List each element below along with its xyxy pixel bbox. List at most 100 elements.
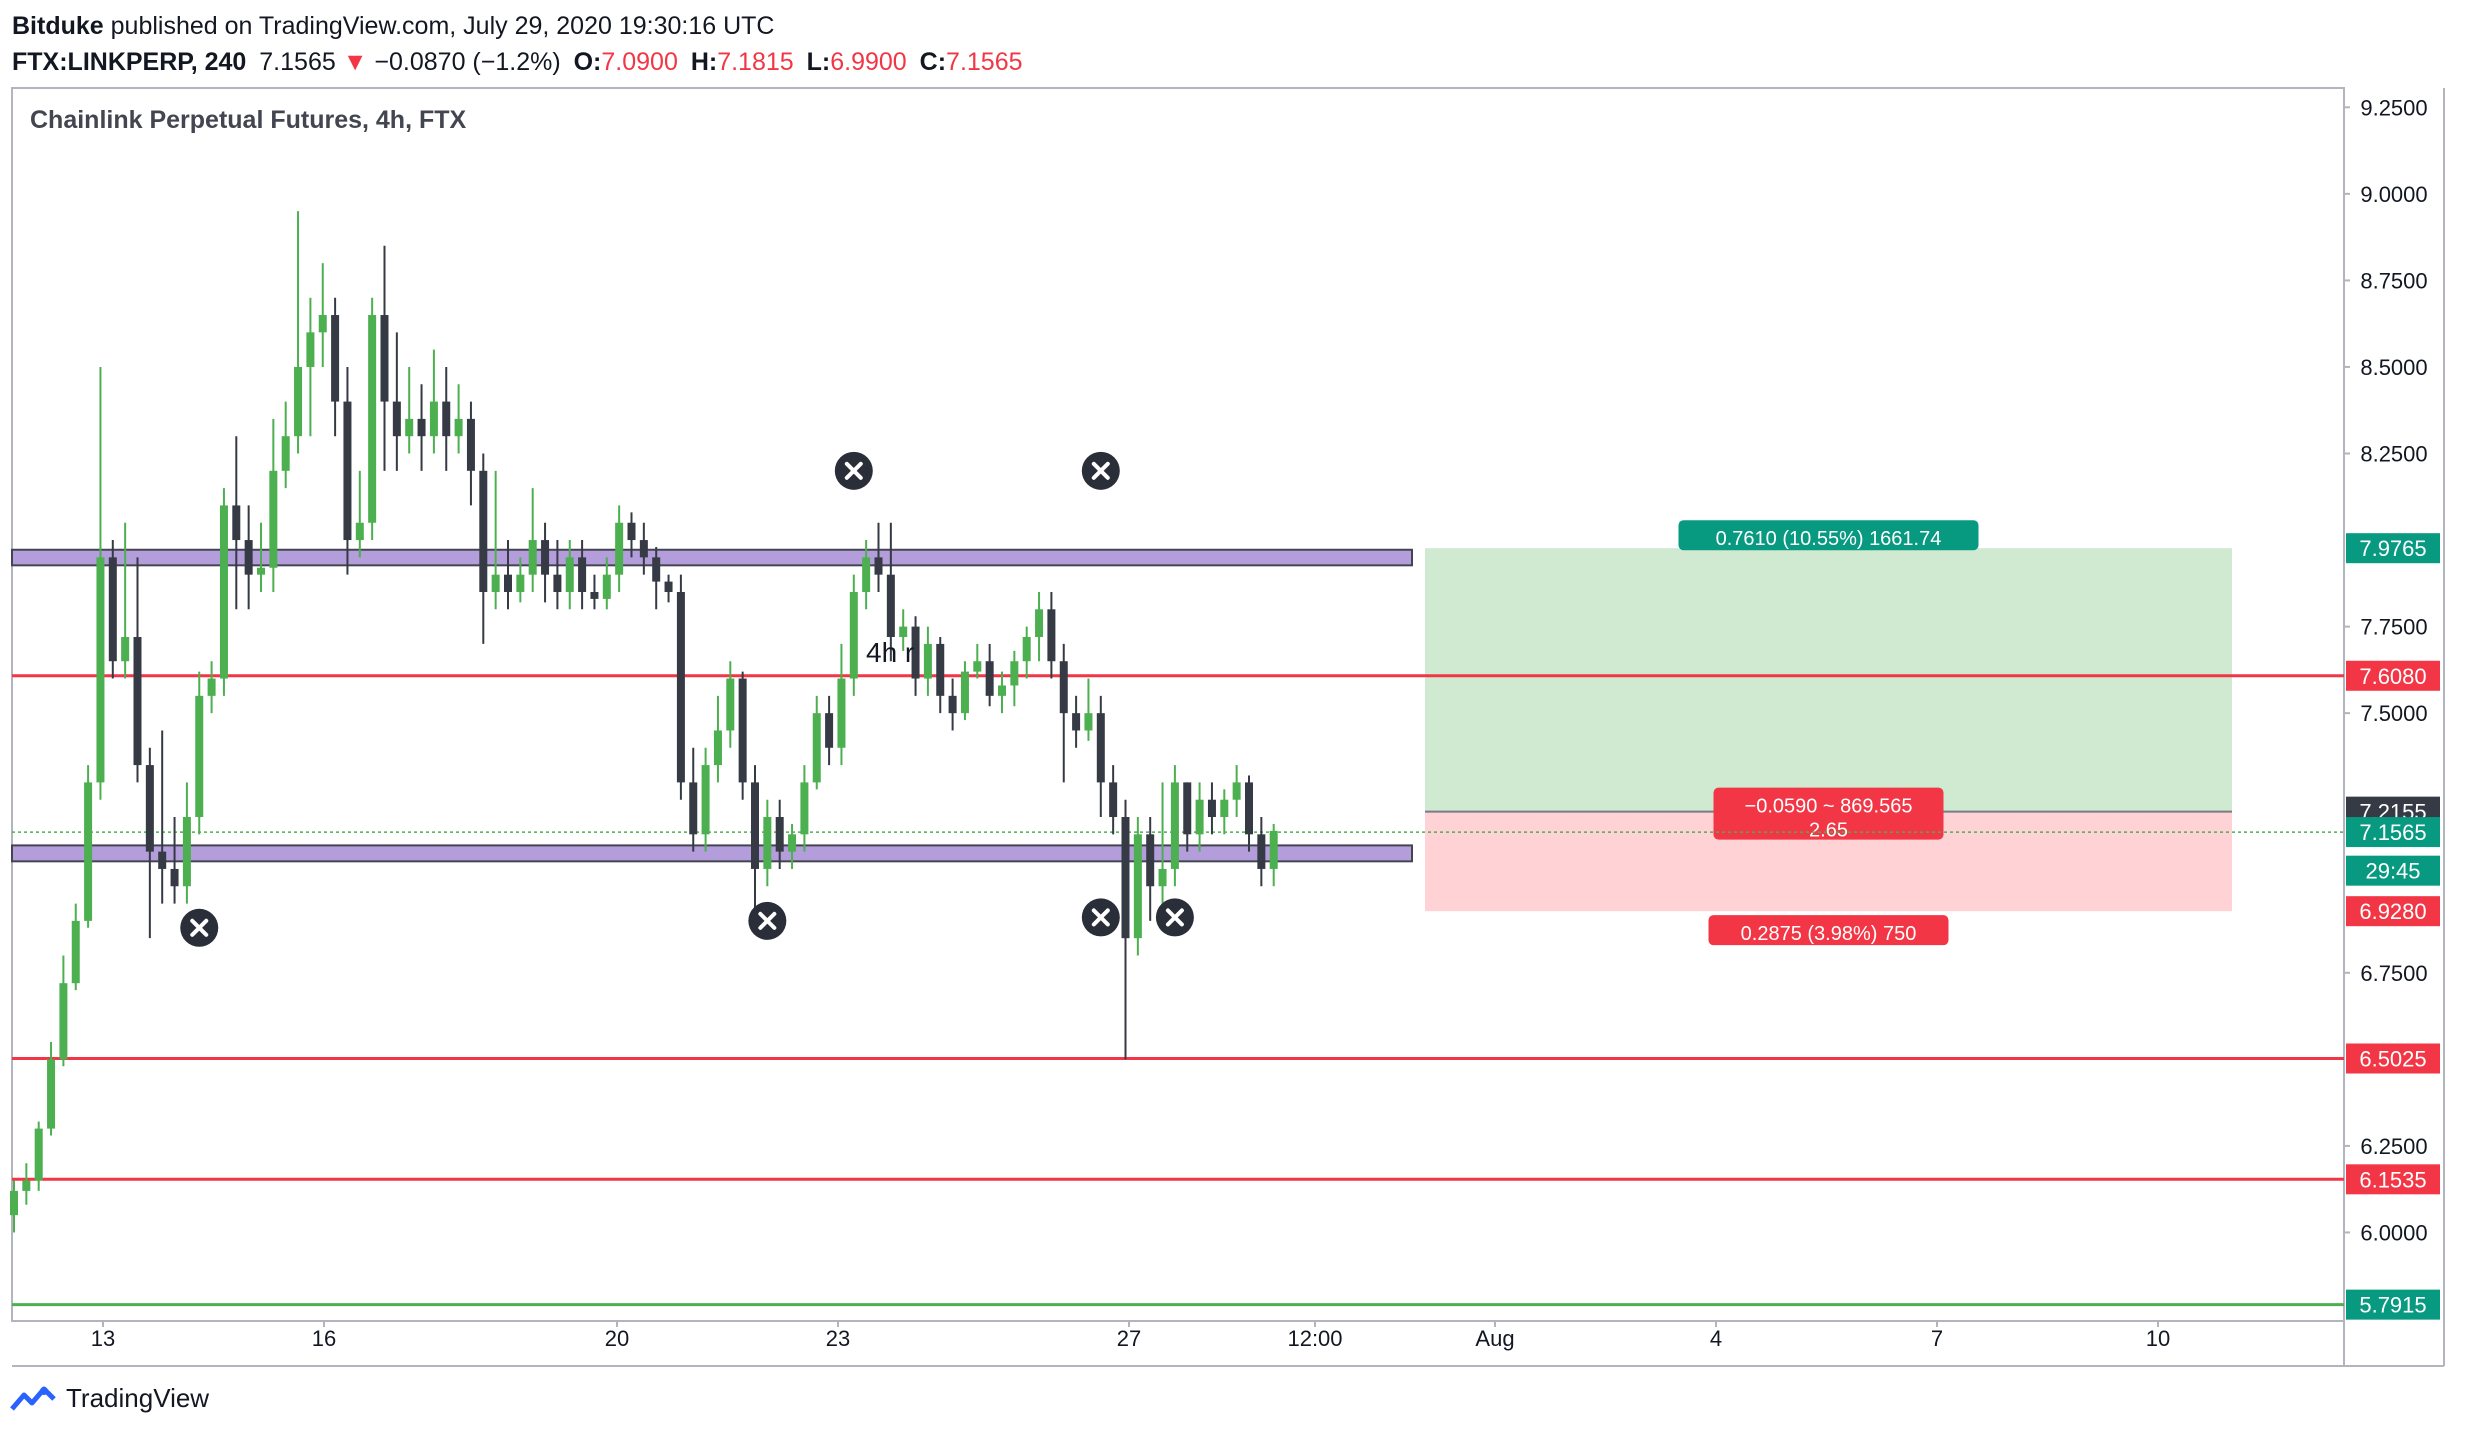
candle: [1096, 695, 1105, 818]
candle-body: [1133, 834, 1142, 939]
target-label-text: 0.7610 (10.55%) 1661.74: [1716, 528, 1942, 550]
candle-body: [689, 782, 698, 835]
price-label: 7.6080: [2346, 660, 2440, 691]
time-axis[interactable]: 13 16 20 23 27 12:00 Aug 4 7 10: [91, 1321, 2170, 1351]
candle-body: [207, 678, 216, 696]
candle-body: [602, 574, 611, 599]
candle: [1195, 782, 1204, 852]
candle-body: [713, 730, 722, 766]
candle: [639, 522, 648, 575]
down-arrow-icon: ▼: [342, 48, 368, 76]
candle-body: [936, 643, 945, 696]
candle: [713, 695, 722, 783]
y-tick-label: 8.2500: [2360, 442, 2427, 467]
candle-body: [355, 522, 364, 541]
x-marker-icon: [1081, 898, 1120, 937]
candle-body: [417, 418, 426, 437]
high-label: H:: [690, 48, 718, 76]
candle: [1232, 765, 1241, 818]
long-position-tool[interactable]: 0.7610 (10.55%) 1661.74 −0.0590 ~ 869.565…: [1425, 520, 2232, 946]
candle-body: [985, 661, 994, 696]
x-marker-icon: [1155, 898, 1194, 937]
candle-body: [1245, 782, 1253, 835]
candle: [701, 747, 710, 852]
candle: [47, 1042, 56, 1136]
candle-body: [269, 470, 278, 568]
candle: [751, 765, 759, 921]
candle-body: [454, 418, 463, 437]
price-label: 7.1565: [2346, 817, 2440, 848]
candle: [1207, 782, 1216, 835]
y-tick-label: 6.2500: [2360, 1134, 2427, 1159]
author-name[interactable]: Bitduke: [12, 12, 104, 40]
candle: [479, 453, 488, 644]
stop-label-bg: [1708, 915, 1949, 946]
y-tick-label: 7.7500: [2360, 615, 2427, 640]
candle: [837, 643, 846, 766]
entry-label-bg: [1713, 787, 1944, 840]
candle: [1257, 817, 1266, 887]
candles-layer: [10, 211, 1278, 1233]
candle-body: [1109, 782, 1118, 818]
y-tick-label: 9.2500: [2360, 95, 2427, 120]
x-tick-label: 7: [1931, 1326, 1943, 1351]
candle-body: [960, 671, 969, 714]
candle: [874, 522, 883, 592]
tradingview-logo-icon[interactable]: [10, 1385, 56, 1413]
stop-label: 0.2875 (3.98%) 750: [1708, 915, 1949, 946]
candle: [108, 540, 117, 679]
footer-brand[interactable]: TradingView: [66, 1383, 210, 1413]
price-label: 6.1535: [2346, 1164, 2440, 1195]
price-label-text: 6.1535: [2359, 1167, 2426, 1192]
candle-body: [59, 983, 68, 1060]
candle-body: [145, 765, 154, 852]
candle-body: [701, 765, 710, 835]
candle: [849, 574, 858, 696]
candle: [763, 799, 772, 887]
candle-body: [281, 436, 290, 471]
price-label-text: 6.5025: [2359, 1046, 2426, 1071]
candle: [405, 366, 414, 454]
price-axis[interactable]: 9.2500 9.0000 8.7500 8.5000 8.2500 7.7500 7.50…: [2344, 95, 2428, 1245]
candle: [442, 366, 451, 471]
candle: [133, 557, 142, 783]
candle: [998, 671, 1006, 714]
candle-body: [948, 695, 957, 714]
candle-body: [466, 418, 475, 471]
candle: [417, 384, 426, 471]
candle-body: [565, 557, 574, 592]
candle-body: [1059, 661, 1068, 714]
candle-body: [1084, 713, 1093, 731]
candle-body: [158, 851, 167, 869]
candle-body: [1146, 834, 1155, 887]
candle: [257, 522, 265, 592]
x-marker-icon: [180, 908, 219, 947]
price-label-text: 6.9280: [2359, 899, 2426, 924]
candle: [516, 557, 525, 603]
candle-body: [306, 332, 315, 367]
candle-body: [182, 817, 191, 887]
annotation-text: 4h r: [866, 637, 914, 668]
target-zone: [1425, 548, 2232, 812]
candle: [1146, 817, 1155, 921]
candle-body: [1158, 868, 1167, 887]
candle: [528, 488, 537, 592]
candle-body: [911, 626, 920, 679]
candle: [182, 782, 191, 904]
x-tick-label: Aug: [1475, 1326, 1514, 1351]
candle: [1059, 643, 1068, 783]
candle-body: [590, 591, 599, 599]
candle-body: [96, 557, 105, 783]
candle: [862, 540, 871, 610]
candle: [207, 661, 216, 714]
candle-body: [738, 678, 747, 783]
stop-label-text: 0.2875 (3.98%) 750: [1741, 923, 1917, 945]
candle-body: [1121, 817, 1130, 939]
candle: [491, 470, 500, 610]
candle-body: [1257, 834, 1266, 869]
x-marker-icon: [1081, 451, 1120, 490]
candle: [1022, 626, 1031, 679]
candle: [392, 332, 401, 471]
x-marker-icon: [834, 451, 873, 490]
